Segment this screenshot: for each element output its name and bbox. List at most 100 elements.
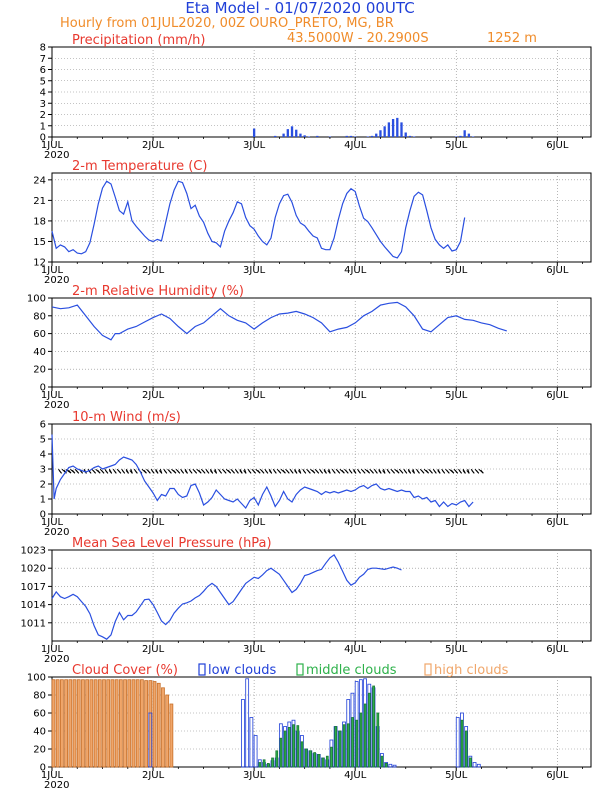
panel-title: Cloud Cover (%) [72, 663, 178, 678]
y-tick-label: 40 [33, 727, 46, 738]
wind-arrow-head [257, 469, 261, 474]
panel-4: 1JUL 2JUL 3JUL 4JUL 5JUL 6JUL 2020 1011 1014 1017… [21, 536, 592, 665]
wind-arrow-head [206, 470, 210, 474]
precip-bar [463, 130, 466, 137]
y-tick-label: 1 [40, 121, 46, 132]
wind-arrow-head [345, 469, 349, 474]
x-tick-label: 4JUL [344, 390, 367, 401]
cloud-bar [330, 746, 333, 768]
wind-arrow-head [429, 469, 433, 474]
wind-arrow-head [387, 470, 391, 474]
precip-bar [328, 136, 332, 137]
cloud-bar [376, 712, 380, 768]
header: Eta Model - 01/07/2020 00UTC Hourly from… [60, 0, 537, 46]
wind-arrow-head [307, 469, 311, 474]
cloud-bar [355, 719, 359, 768]
y-tick-label: 6 [40, 65, 46, 76]
wind-arrow-head [168, 469, 172, 474]
cloud-bar [76, 679, 81, 768]
wind-arrow-head [400, 469, 404, 474]
panel-frame [51, 549, 592, 642]
y-tick-label: 7 [40, 54, 46, 65]
x-tick-label: 2JUL [142, 770, 165, 781]
wind-arrow-head [312, 469, 316, 474]
panel-title: 2-m Relative Humidity (%) [72, 284, 244, 299]
cloud-bar [338, 730, 342, 768]
wind-arrow-head [421, 469, 425, 474]
x-tick-label: 4JUL [344, 770, 367, 781]
cloud-bar [241, 699, 245, 768]
wind-arrow-head [158, 470, 163, 474]
wind-arrow-head [323, 470, 327, 474]
precip-bar [345, 135, 348, 137]
wind-arrow-head [151, 470, 155, 474]
y-tick-label: 1020 [21, 564, 46, 575]
wind-arrow-head [462, 470, 466, 474]
wind-arrow-head [117, 469, 122, 474]
y-tick-label: 0 [40, 133, 46, 144]
wind-arrow-head [441, 470, 446, 474]
cloud-bar [469, 757, 472, 768]
wind-arrow-head [277, 469, 282, 474]
wind-arrow-head [466, 470, 470, 474]
cloud-bar [476, 763, 481, 768]
wind-arrow-head [68, 469, 72, 474]
series-line [51, 554, 402, 640]
wind-arrow-head [437, 470, 441, 474]
cloud-bar [380, 755, 384, 768]
wind-arrow-head [374, 470, 378, 474]
y-tick-label: 100 [27, 673, 46, 684]
wind-arrow-head [79, 470, 83, 474]
cloud-bar [368, 692, 371, 768]
cloud-bar [60, 679, 64, 768]
cloud-bar [266, 763, 270, 768]
cloud-bar [85, 679, 90, 768]
cloud-bar [55, 679, 60, 768]
precip-bar [354, 136, 357, 137]
wind-arrow-head [92, 469, 96, 474]
x-tick-label: 5JUL [445, 140, 468, 151]
precip-bar [471, 136, 475, 137]
y-tick-label: 6 [40, 420, 46, 431]
cloud-bar [283, 730, 287, 768]
wind-arrow-head [198, 469, 202, 474]
panel-title: 10-m Wind (m/s) [72, 410, 181, 425]
cloud-bar [51, 679, 56, 768]
x-tick-label: 3JUL [243, 517, 266, 528]
x-tick-label: 6JUL [546, 644, 569, 655]
cloud-bar [363, 703, 367, 768]
precip-bar [316, 135, 319, 137]
year-label: 2020 [44, 400, 69, 411]
wind-arrow-head [327, 470, 331, 474]
wind-arrow-head [101, 469, 105, 474]
cloud-bar [321, 757, 325, 768]
wind-arrow-head [290, 470, 294, 474]
wind-arrow-head [129, 470, 133, 474]
wind-arrow-head [180, 470, 185, 474]
wind-arrow-head [163, 470, 168, 474]
wind-arrow-head [75, 469, 80, 474]
wind-arrow-head [349, 470, 353, 474]
precip-bar [274, 135, 277, 137]
x-tick-label: 6JUL [546, 140, 569, 151]
precip-bar [391, 119, 395, 137]
wind-arrow-head [97, 469, 101, 474]
y-tick-label: 21 [33, 196, 46, 207]
cloud-bar [81, 679, 85, 768]
precip-bar [404, 132, 407, 137]
wind-arrow-head [113, 470, 117, 474]
wind-arrow-head [264, 470, 269, 474]
y-tick-label: 3 [40, 465, 46, 476]
cloud-bar [288, 727, 291, 768]
precip-bar [282, 133, 285, 137]
precip-bar [375, 133, 378, 137]
cloud-bar [346, 723, 350, 768]
x-tick-label: 4JUL [344, 140, 367, 151]
cloud-bar [110, 679, 115, 768]
y-tick-label: 5 [40, 76, 46, 87]
wind-arrow-head [143, 469, 147, 474]
y-tick-label: 4 [40, 450, 46, 461]
panel-frame [51, 423, 592, 515]
wind-arrow-head [108, 470, 113, 474]
